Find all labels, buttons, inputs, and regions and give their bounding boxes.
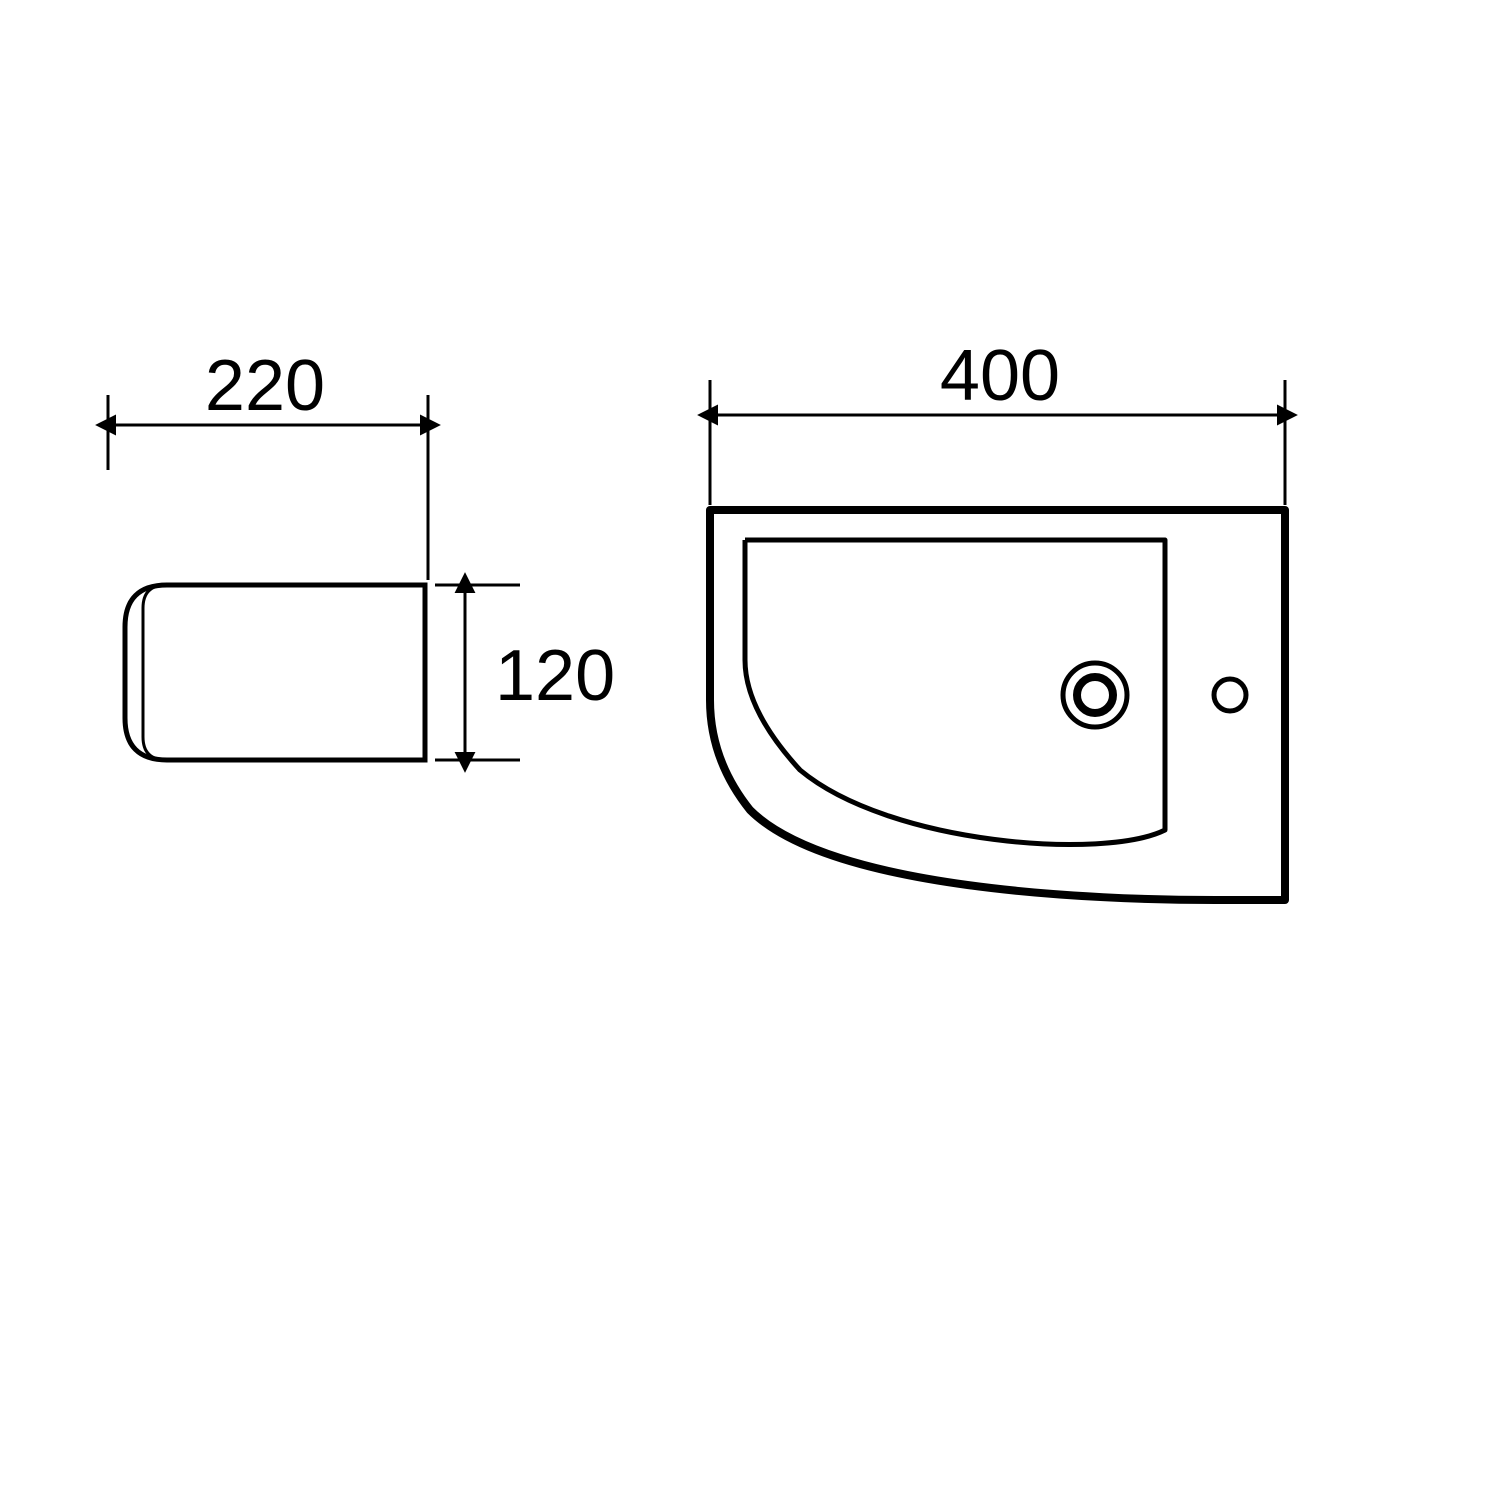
dim-120-label: 120	[495, 636, 615, 716]
dim-220-label: 220	[205, 346, 325, 426]
side-view-inner-edge	[143, 585, 166, 760]
technical-drawing: 220 120 400	[0, 0, 1500, 1500]
side-view-outline	[125, 585, 425, 760]
dim-400-label: 400	[940, 336, 1060, 416]
